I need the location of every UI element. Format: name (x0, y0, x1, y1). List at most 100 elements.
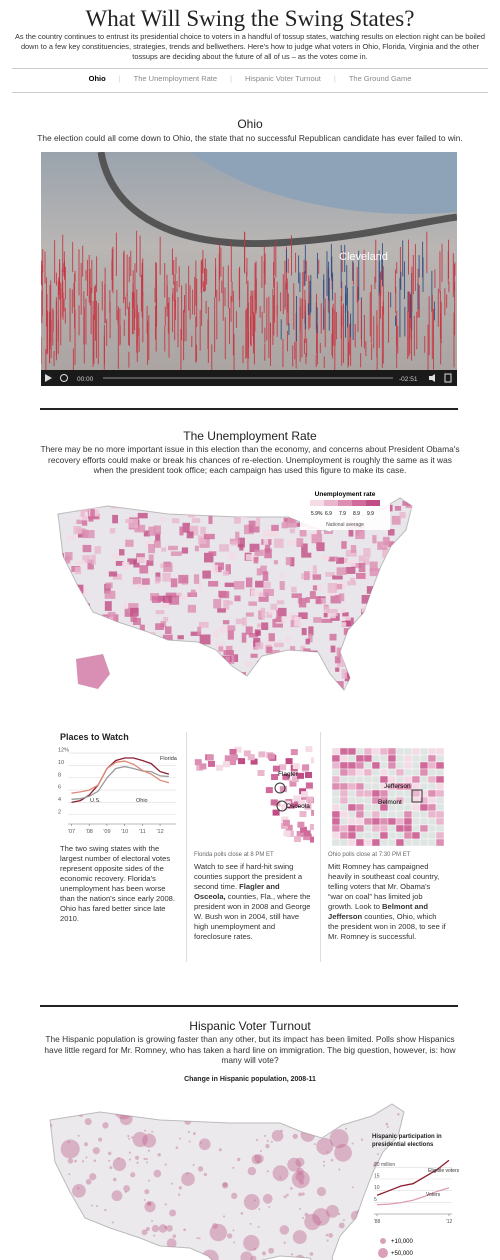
county (419, 796, 429, 805)
replay-button[interactable] (60, 374, 68, 382)
county (379, 768, 389, 777)
county (254, 629, 261, 635)
county (201, 647, 207, 658)
county (419, 831, 429, 840)
x-tick-label: '09 (103, 829, 110, 835)
county (48, 639, 58, 649)
county (65, 637, 73, 643)
county (277, 498, 286, 502)
play-button[interactable] (45, 374, 52, 382)
county (273, 501, 283, 507)
county-circle (151, 1130, 154, 1133)
county (355, 838, 365, 846)
nav-tab[interactable]: Hispanic Voter Turnout (245, 74, 321, 83)
county (202, 570, 211, 579)
county (279, 786, 287, 793)
nav-tab[interactable]: Ohio (88, 74, 106, 83)
county (345, 549, 357, 557)
county (355, 761, 365, 770)
volume-button[interactable] (429, 374, 435, 382)
county (64, 613, 71, 619)
county (128, 519, 139, 529)
county (271, 524, 279, 531)
county (108, 571, 118, 577)
county (347, 761, 357, 770)
county (67, 487, 73, 492)
county (305, 782, 313, 789)
county (229, 748, 237, 755)
county-circle (111, 1190, 123, 1202)
county-circle (268, 1247, 275, 1254)
county-circle (301, 1216, 304, 1219)
progress-bar[interactable] (103, 377, 393, 379)
county (330, 594, 342, 604)
section-title: Ohio (237, 117, 263, 131)
county (371, 831, 381, 840)
series-label: Eligible voters (428, 1168, 460, 1174)
fullscreen-button[interactable] (444, 373, 452, 383)
county-circle (243, 1234, 260, 1252)
county (435, 831, 445, 840)
county (289, 528, 295, 534)
county (419, 817, 429, 826)
county (49, 635, 53, 644)
county (243, 524, 254, 535)
county (327, 608, 338, 617)
county (395, 831, 405, 840)
county (403, 824, 413, 833)
county (90, 619, 101, 626)
county (373, 592, 383, 600)
county (435, 817, 445, 826)
county (355, 782, 365, 791)
county-circle (147, 1201, 152, 1206)
county (360, 625, 366, 631)
county (77, 528, 86, 538)
county (62, 673, 68, 681)
county (395, 789, 405, 798)
county (162, 507, 168, 512)
county-circle (354, 1224, 371, 1242)
county-circle (279, 1176, 282, 1179)
county-circle (147, 1179, 150, 1182)
county (178, 685, 185, 690)
county (149, 669, 154, 678)
county (366, 689, 375, 690)
series-line (376, 1187, 450, 1206)
county (297, 772, 305, 779)
text: counties, Fla., where the president won … (194, 892, 311, 941)
county (380, 684, 391, 690)
legend-tick: 7.9 (339, 511, 346, 517)
county (395, 817, 405, 826)
nav-tab[interactable]: The Ground Game (348, 74, 412, 83)
county (242, 617, 247, 626)
county (273, 560, 278, 565)
county-circle (59, 1188, 63, 1192)
county (355, 529, 365, 540)
county (283, 517, 288, 522)
county (187, 604, 197, 613)
legend-circle (378, 1248, 388, 1258)
county (411, 782, 421, 791)
county (347, 796, 357, 805)
county (366, 683, 372, 690)
poll-note: Florida polls close at 8 PM ET (194, 852, 274, 858)
county (345, 566, 356, 574)
county (281, 816, 289, 823)
county-circle (183, 1228, 186, 1232)
county (363, 747, 373, 756)
county (283, 830, 291, 837)
county-circle (291, 1170, 310, 1189)
county (427, 768, 437, 777)
county (139, 624, 145, 634)
county (406, 691, 415, 697)
nav-tab[interactable]: The Unemployment Rate (133, 74, 218, 83)
video[interactable]: Cleveland 00:00 -02:51 (41, 152, 457, 386)
county (417, 628, 422, 636)
county (126, 635, 133, 641)
county-circle (155, 1247, 161, 1253)
county (60, 617, 69, 623)
county (51, 648, 56, 654)
county (195, 643, 201, 650)
county (281, 500, 289, 507)
county (112, 514, 119, 524)
